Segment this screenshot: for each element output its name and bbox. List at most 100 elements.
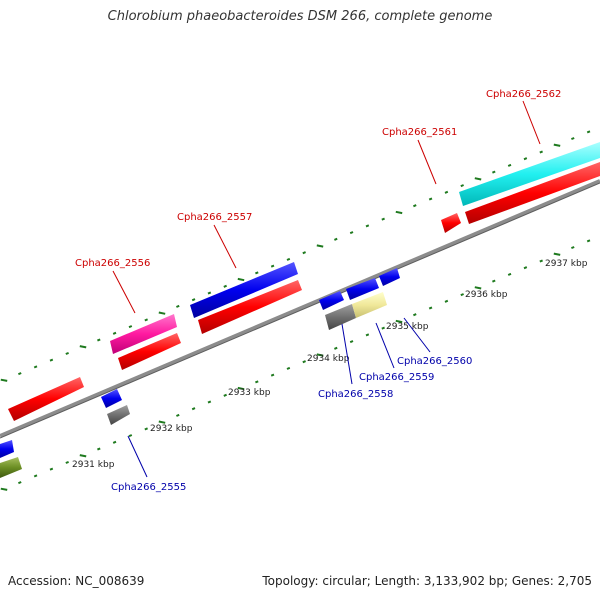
upper-tick — [128, 325, 133, 329]
leader-line-cpha266-2559 — [375, 322, 395, 369]
lower-tick — [18, 481, 22, 485]
gene-label-cpha266-2562: Cpha266_2562 — [486, 89, 561, 100]
leader-line-cpha266-2556 — [112, 270, 136, 314]
lower-tick — [460, 293, 464, 297]
lower-tick — [413, 313, 417, 317]
lower-tick — [286, 366, 291, 370]
gene-arrow-fwd-left — [8, 377, 84, 421]
upper-tick — [65, 351, 69, 355]
scale-ticks — [0, 130, 591, 491]
gene-arrow-cpha266-2561-red — [441, 213, 461, 233]
leader-line-cpha266-2562 — [522, 100, 541, 145]
upper-tick — [207, 291, 212, 295]
upper-tick — [112, 331, 117, 335]
upper-tick — [428, 197, 433, 201]
lower-tick — [112, 440, 117, 444]
kbp-label-2936: 2936 kbp — [465, 290, 508, 300]
lower-tick — [97, 447, 101, 451]
upper-tick — [255, 271, 259, 275]
gene-arrow-cpha266-2559-yellow — [352, 292, 387, 318]
upper-tick — [413, 204, 417, 208]
upper-tick — [33, 365, 38, 369]
gene-arrow-cpha266-2562-cyan — [459, 142, 600, 206]
lower-tick — [65, 460, 69, 464]
leader-line-cpha266-2560 — [403, 317, 431, 353]
lower-tick — [223, 393, 227, 397]
lower-tick — [507, 272, 512, 276]
lower-tick — [270, 373, 275, 377]
lower-tick — [49, 467, 54, 471]
upper-tick — [586, 130, 591, 134]
leader-line-cpha266-2561 — [417, 139, 437, 185]
map-title: Chlorobium phaeobacteroides DSM 266, com… — [107, 9, 493, 24]
upper-tick — [191, 298, 196, 302]
lower-tick — [571, 246, 575, 250]
upper-tick — [444, 190, 449, 194]
gene-arrow-cpha266-2556-red — [118, 333, 181, 370]
gene-arrow-cpha266-2557-red — [198, 280, 302, 334]
lower-tick — [523, 266, 528, 270]
lower-tick — [428, 306, 433, 310]
kbp-label-2932: 2932 kbp — [150, 424, 193, 434]
gene-label-cpha266-2556: Cpha266_2556 — [75, 258, 150, 269]
upper-tick — [144, 318, 148, 322]
gene-label-cpha266-2558: Cpha266_2558 — [318, 389, 393, 400]
lower-tick — [33, 474, 38, 478]
lower-tick — [302, 360, 306, 364]
gene-arrow-cpha266-2562-red — [465, 162, 600, 224]
gene-arrow-cpha266-2558-blue — [319, 291, 344, 310]
gene-arrow-rev-left-olive — [0, 457, 22, 478]
lower-tick — [539, 259, 543, 263]
gene-arrow-cpha266-2560-blue — [379, 268, 400, 286]
lower-tick — [395, 319, 403, 324]
lower-tick — [381, 326, 385, 330]
lower-tick — [586, 239, 591, 243]
upper-tick — [507, 163, 512, 167]
upper-tick — [49, 358, 54, 362]
gene-arrow-cpha266-2557-blue — [190, 262, 298, 318]
leader-line-cpha266-2555 — [127, 435, 148, 478]
leader-line-cpha266-2558 — [341, 323, 353, 385]
gene-label-cpha266-2555: Cpha266_2555 — [111, 482, 186, 493]
lower-tick — [128, 434, 133, 438]
upper-tick — [223, 284, 227, 288]
lower-tick — [144, 427, 148, 431]
lower-tick — [237, 386, 245, 391]
upper-tick — [0, 378, 8, 382]
leader-line-cpha266-2557 — [213, 224, 237, 269]
gene-arrow-cpha266-2559-blue — [346, 278, 379, 300]
topology-text: Topology: circular; Length: 3,133,902 bp… — [262, 574, 592, 588]
lower-tick — [334, 346, 338, 350]
gene-arrow-rev-left-blue — [0, 440, 14, 458]
upper-tick — [270, 264, 275, 268]
upper-tick — [176, 304, 180, 308]
lower-tick — [474, 286, 482, 290]
gene-label-cpha266-2560: Cpha266_2560 — [397, 356, 472, 367]
gene-label-cpha266-2557: Cpha266_2557 — [177, 212, 252, 223]
lower-tick — [492, 279, 496, 283]
lower-tick — [349, 340, 354, 344]
upper-tick — [365, 224, 370, 228]
kbp-label-2937: 2937 kbp — [545, 259, 588, 269]
gene-arrow-cpha266-2556-pink — [110, 314, 177, 354]
genome-backbone — [0, 179, 600, 438]
gene-arrow-cpha266-2558-gray — [325, 304, 356, 330]
upper-tick — [316, 244, 324, 248]
upper-tick — [302, 251, 306, 255]
gene-label-cpha266-2561: Cpha266_2561 — [382, 127, 457, 138]
upper-tick — [474, 177, 482, 181]
lower-tick — [191, 407, 196, 411]
upper-tick — [553, 143, 561, 147]
lower-tick — [255, 380, 259, 384]
gene-arrow-cpha266-2555-gray — [107, 405, 130, 425]
upper-tick — [97, 338, 101, 342]
kbp-label-2931: 2931 kbp — [72, 460, 115, 470]
upper-tick — [492, 170, 496, 174]
gene-label-cpha266-2559: Cpha266_2559 — [359, 372, 434, 383]
upper-tick — [395, 210, 403, 215]
kbp-label-2935: 2935 kbp — [386, 322, 429, 332]
kbp-label-2934: 2934 kbp — [307, 354, 350, 364]
lower-tick — [444, 299, 449, 303]
lower-tick — [79, 454, 87, 458]
